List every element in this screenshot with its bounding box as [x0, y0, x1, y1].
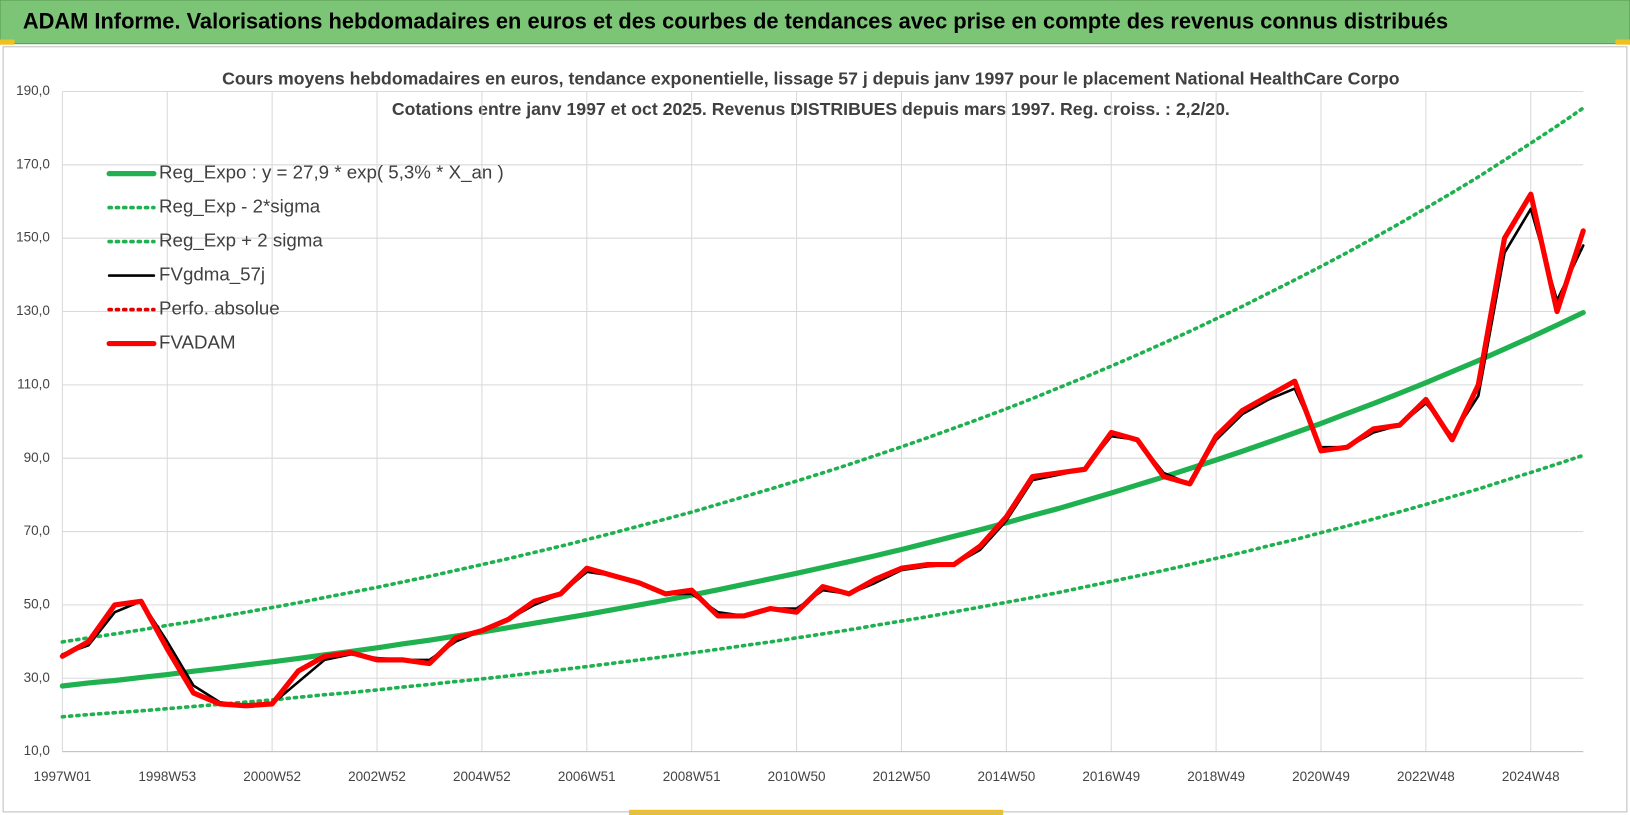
x-tick-label: 2024W48	[1502, 769, 1560, 784]
series-line	[59, 309, 1586, 689]
y-tick-label: 70,0	[24, 523, 50, 538]
x-tick-label: 2022W48	[1397, 769, 1455, 784]
x-tick-label: 2000W52	[243, 769, 301, 784]
y-tick-label: 90,0	[24, 450, 50, 465]
x-tick-label: 2014W50	[977, 769, 1035, 784]
corner-mark	[0, 39, 15, 45]
x-tick-label: 2018W49	[1187, 769, 1245, 784]
x-tick-label: 1997W01	[33, 769, 91, 784]
chart-subtitle: Cotations entre janv 1997 et oct 2025. R…	[392, 99, 1230, 119]
legend-label: Reg_Expo : y = 27,9 * exp( 5,3% * X_an )	[159, 162, 504, 184]
x-tick-label: 2006W51	[558, 769, 616, 784]
y-tick-label: 150,0	[16, 230, 50, 245]
y-tick-label: 50,0	[24, 596, 50, 611]
y-tick-label: 190,0	[16, 83, 50, 98]
series-line	[60, 106, 1586, 644]
y-tick-label: 130,0	[16, 303, 50, 318]
x-tick-label: 2008W51	[663, 769, 721, 784]
legend-label: FVADAM	[159, 332, 236, 353]
legend-label: Reg_Exp + 2 sigma	[159, 230, 323, 252]
x-tick-label: 2012W50	[873, 769, 931, 784]
series-line	[60, 453, 1586, 719]
x-tick-label: 2004W52	[453, 769, 511, 784]
corner-mark	[1615, 39, 1630, 45]
legend-label: Perfo. absolue	[159, 298, 280, 319]
header-title: ADAM Informe. Valorisations hebdomadaire…	[23, 9, 1448, 34]
chart-title: Cours moyens hebdomadaires en euros, ten…	[222, 69, 1400, 89]
x-tick-label: 2002W52	[348, 769, 406, 784]
x-tick-label: 2010W50	[768, 769, 826, 784]
x-tick-label: 2016W49	[1082, 769, 1140, 784]
y-tick-label: 170,0	[16, 156, 50, 171]
chart-frame	[2, 46, 1628, 813]
y-tick-label: 110,0	[17, 376, 50, 391]
legend-label: FVgdma_57j	[159, 264, 265, 286]
y-tick-label: 10,0	[24, 743, 50, 758]
series-line	[59, 191, 1586, 709]
legend-label: Reg_Exp - 2*sigma	[159, 196, 321, 218]
x-tick-label: 2020W49	[1292, 769, 1350, 784]
x-tick-label: 1998W53	[138, 769, 196, 784]
y-tick-label: 30,0	[24, 670, 50, 685]
